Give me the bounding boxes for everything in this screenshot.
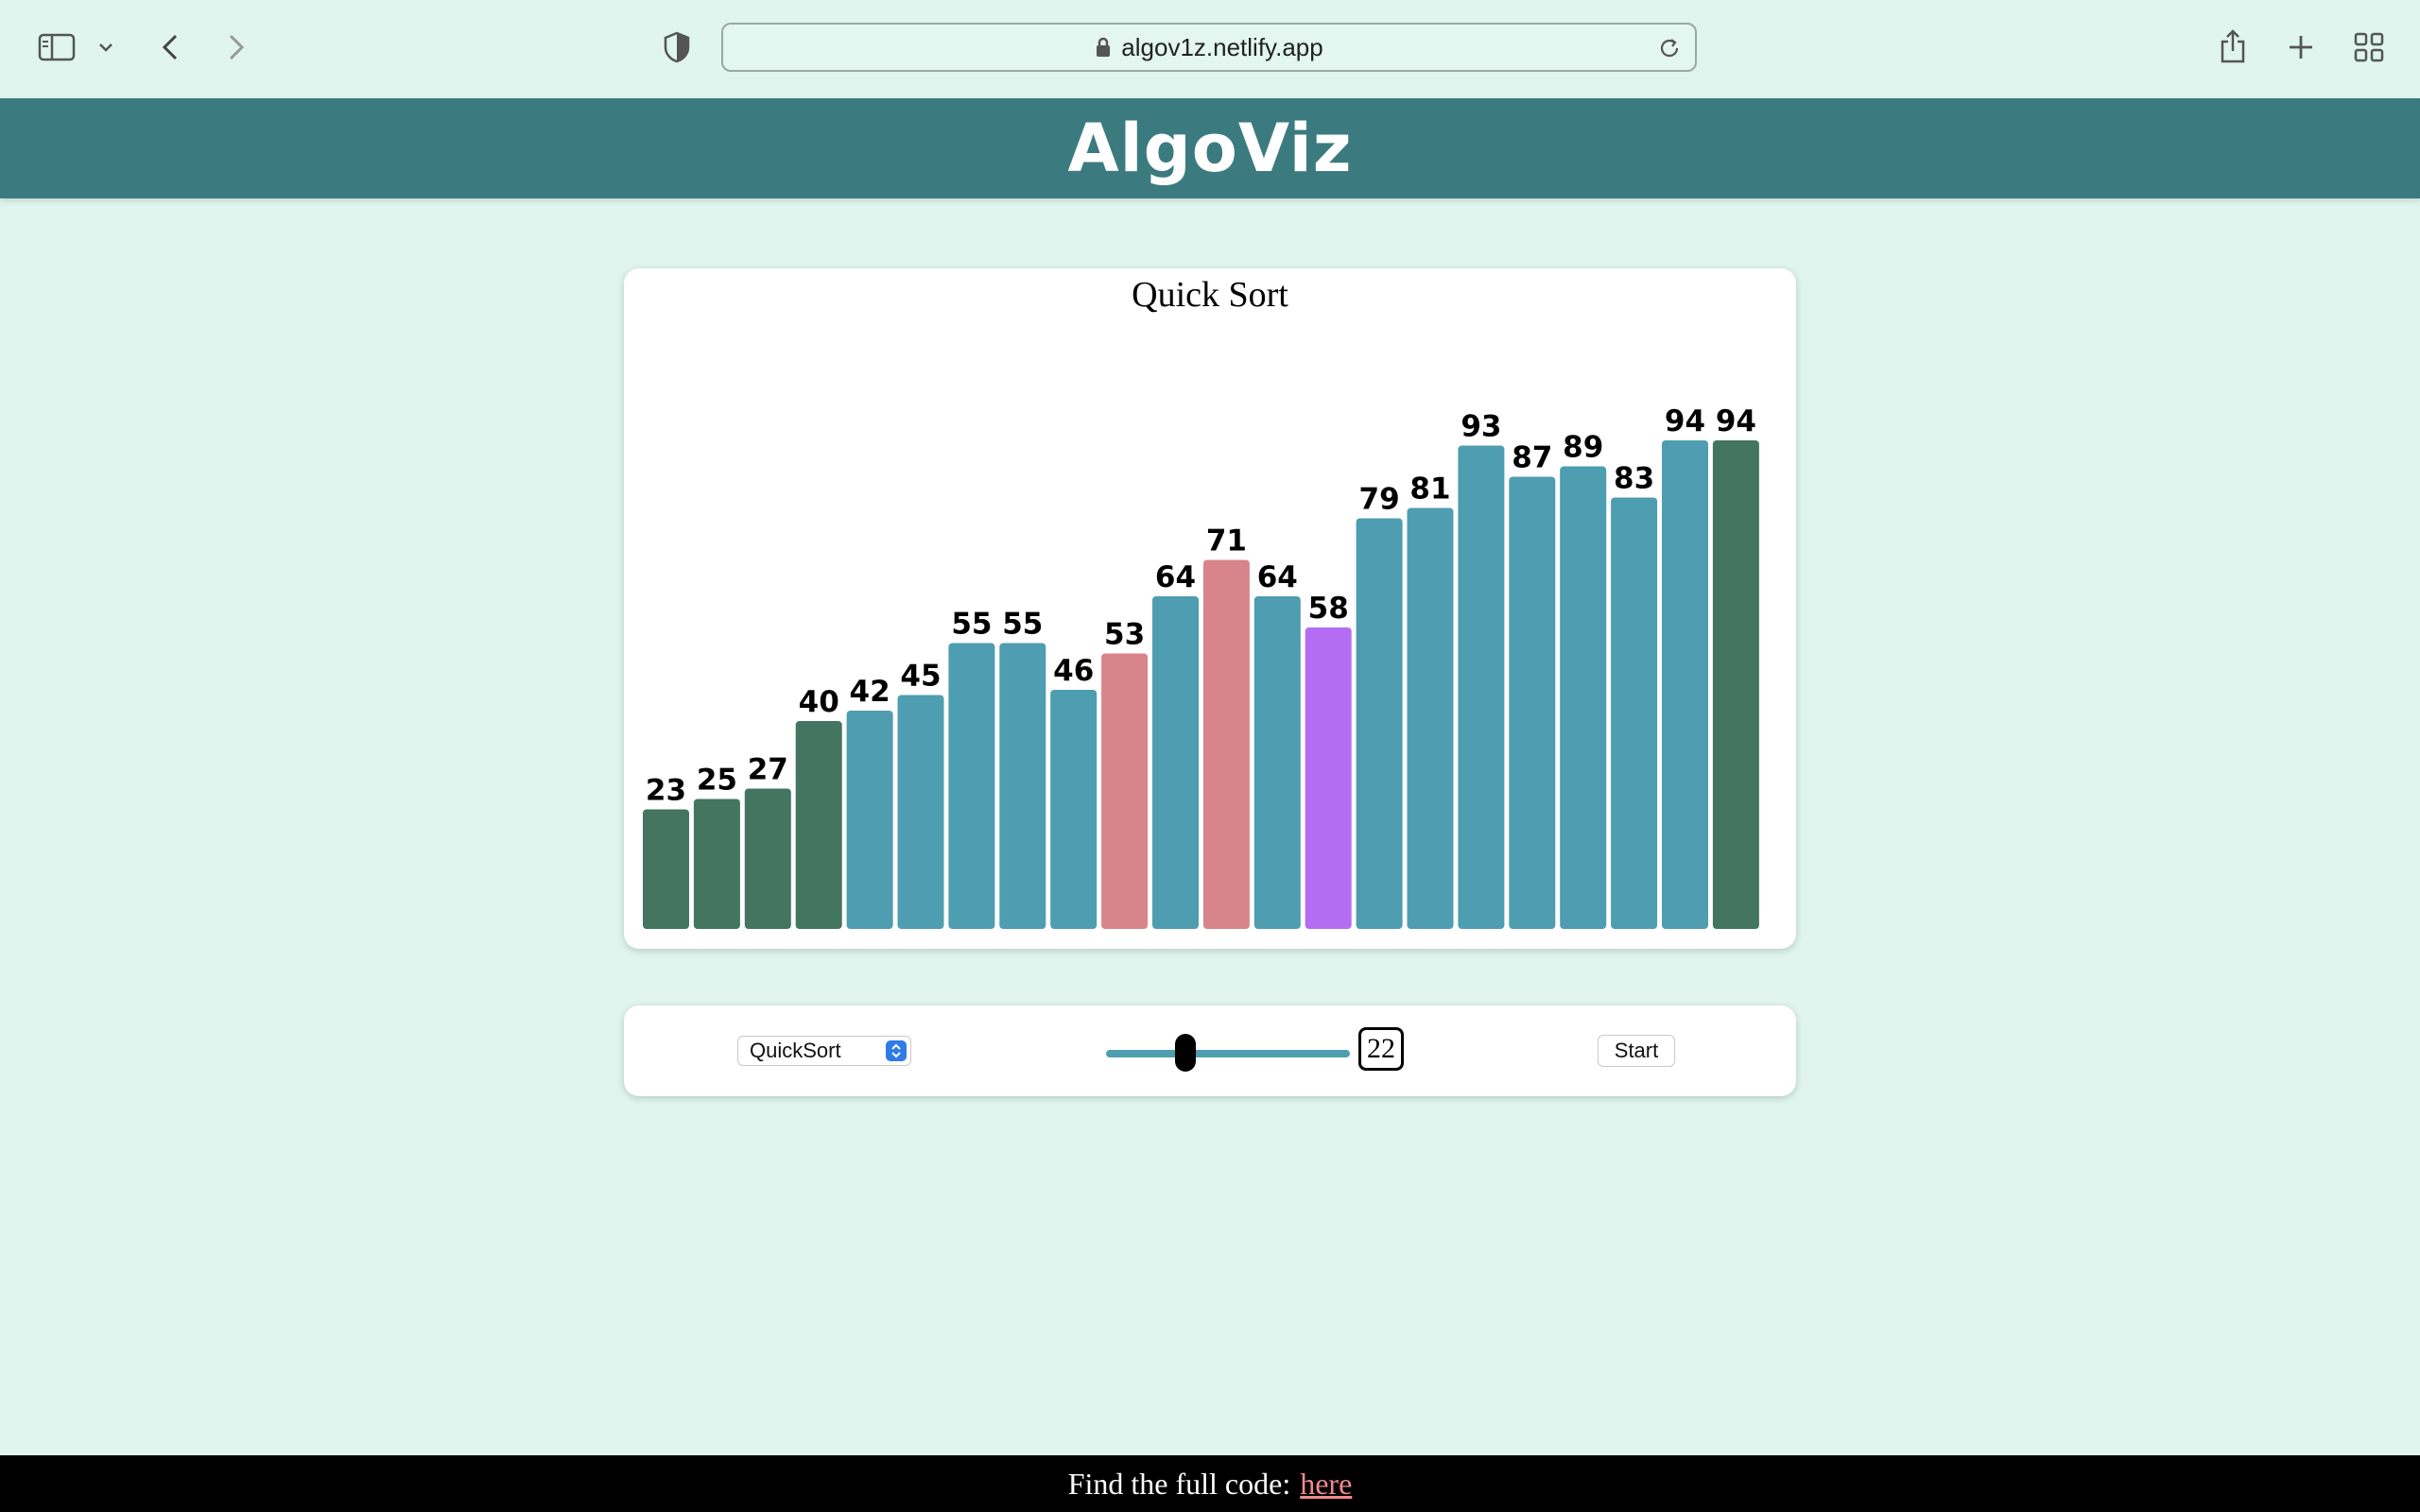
lock-icon [1095, 37, 1112, 58]
bar-label-5: 42 [850, 675, 890, 709]
bar-label-11: 64 [1155, 560, 1196, 594]
array-size-slider-thumb[interactable] [1175, 1034, 1197, 1072]
share-icon[interactable] [2216, 26, 2250, 66]
bar-label-19: 89 [1563, 431, 1603, 465]
bar-18 [1509, 476, 1556, 929]
bar-20 [1611, 497, 1658, 929]
bar-label-10: 53 [1104, 618, 1145, 652]
bar-14 [1305, 627, 1352, 929]
sidebar-icon[interactable] [36, 30, 78, 64]
shield-icon[interactable] [660, 30, 694, 64]
algorithm-select-value: QuickSort [750, 1039, 841, 1062]
bar-label-8: 55 [1002, 608, 1043, 642]
bar-label-20: 83 [1614, 462, 1654, 496]
bar-13 [1253, 596, 1301, 929]
tab-overview-icon[interactable] [2352, 30, 2386, 64]
select-arrows-icon [886, 1040, 907, 1061]
bar-label-1: 23 [646, 774, 686, 808]
chart-title: Quick Sort [1132, 275, 1288, 315]
footer: Find the full code: here [0, 1455, 2420, 1512]
bar-7 [948, 643, 995, 929]
bar-label-2: 25 [697, 764, 737, 798]
bar-10 [1101, 653, 1149, 929]
bar-11 [1152, 596, 1199, 929]
footer-link[interactable]: here [1300, 1466, 1353, 1501]
bar-label-14: 58 [1308, 592, 1349, 626]
bar-label-3: 27 [748, 753, 788, 787]
bar-9 [1050, 690, 1098, 929]
bar-5 [846, 711, 893, 929]
bar-22 [1712, 440, 1759, 929]
bar-label-13: 64 [1257, 560, 1298, 594]
bar-label-7: 55 [951, 608, 992, 642]
app-header: AlgoViz [0, 98, 2420, 198]
bar-1 [643, 809, 689, 929]
bar-15 [1356, 518, 1403, 929]
bar-label-6: 45 [900, 660, 941, 694]
address-bar[interactable]: algov1z.netlify.app [721, 23, 1697, 72]
bar-label-16: 81 [1409, 472, 1450, 507]
bar-6 [897, 695, 944, 929]
array-size-slider[interactable] [1106, 1050, 1350, 1057]
bar-label-9: 46 [1053, 654, 1094, 688]
bar-2 [693, 799, 740, 929]
bar-4 [795, 721, 842, 929]
url-text: algov1z.netlify.app [1121, 32, 1323, 61]
bar-label-12: 71 [1206, 524, 1247, 558]
bar-label-17: 93 [1461, 410, 1501, 444]
reload-icon[interactable] [1657, 36, 1682, 67]
bar-label-22: 94 [1716, 404, 1756, 438]
bar-17 [1458, 445, 1505, 929]
back-icon[interactable] [155, 30, 185, 64]
start-button[interactable]: Start [1598, 1035, 1675, 1067]
bar-12 [1202, 559, 1250, 929]
bar-label-21: 94 [1665, 404, 1705, 438]
footer-text: Find the full code: [1067, 1466, 1291, 1501]
bar-label-4: 40 [799, 685, 839, 719]
array-size-value: 22 [1358, 1027, 1404, 1071]
bar-16 [1407, 507, 1454, 929]
bar-19 [1560, 466, 1607, 929]
forward-icon[interactable] [221, 30, 251, 64]
bar-3 [744, 788, 791, 929]
plus-icon[interactable] [2284, 30, 2318, 64]
bar-label-15: 79 [1359, 483, 1400, 517]
bar-label-18: 87 [1512, 441, 1552, 475]
algorithm-select[interactable]: QuickSort [737, 1036, 911, 1066]
bar-21 [1662, 440, 1708, 929]
browser-toolbar: algov1z.netlify.app [0, 0, 2420, 98]
app-title: AlgoViz [1067, 110, 1353, 187]
chevron-down-icon[interactable] [95, 38, 117, 57]
bar-8 [999, 643, 1046, 929]
